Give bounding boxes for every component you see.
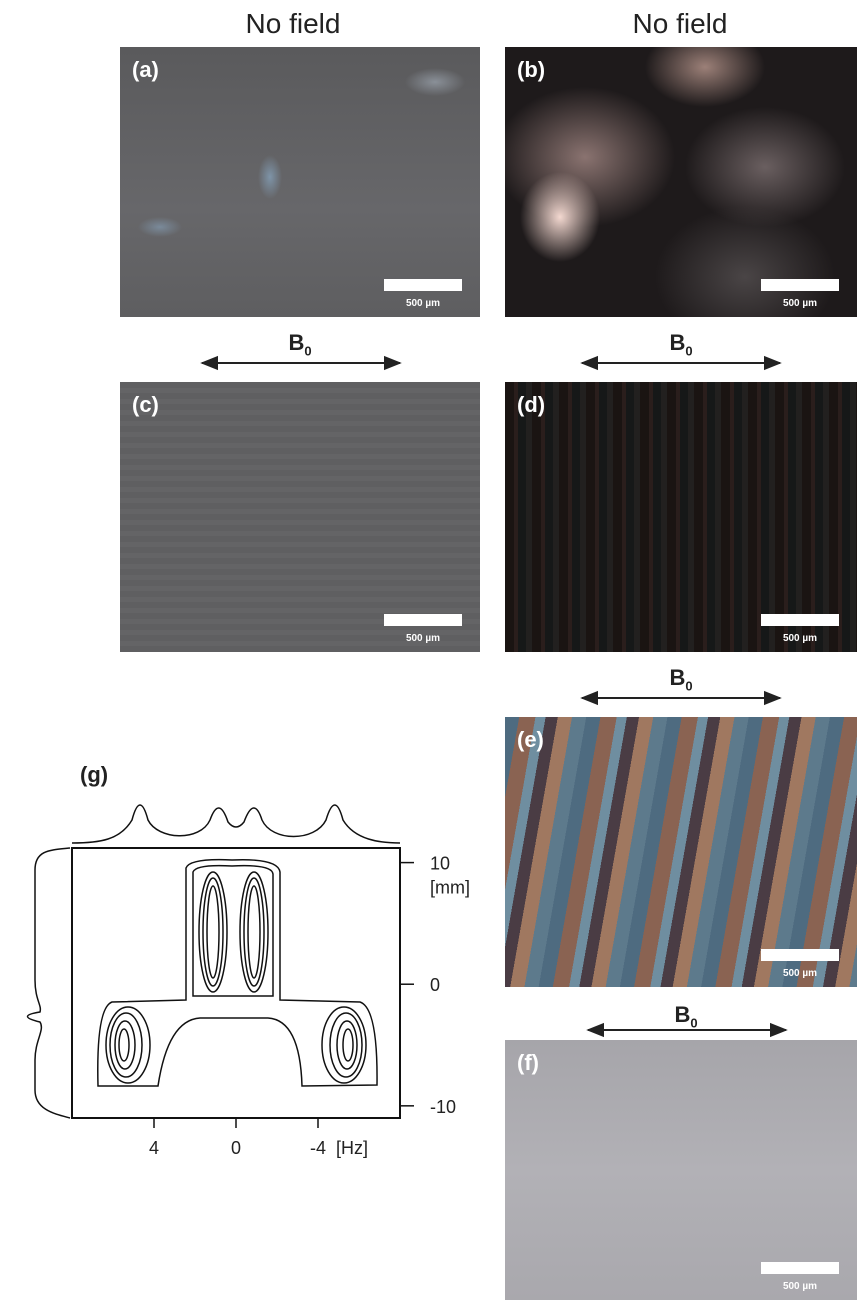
field-label: B0 (641, 330, 721, 358)
panel-label: (c) (132, 392, 159, 418)
panel-label: (b) (517, 57, 545, 83)
panel-label: (e) (517, 727, 544, 753)
projection-trace (72, 805, 400, 843)
column-header: No field (530, 8, 830, 40)
micrograph: (e) 500 µm (505, 717, 857, 987)
figure: No field No field (a) 500 µm (b) 500 µm (c… (0, 0, 857, 1307)
y-tick-label: 10 (430, 854, 450, 874)
panel-label: (f) (517, 1050, 539, 1076)
scale-bar-label: 500 µm (761, 633, 839, 644)
field-label: B0 (646, 1002, 726, 1030)
scale-bar (761, 614, 839, 626)
scale-bar-label: 500 µm (761, 968, 839, 979)
y-tick-label: -10 (430, 1097, 456, 1117)
micrograph: (b) 500 µm (505, 47, 857, 317)
plot-frame (72, 848, 400, 1118)
micrograph: (f) 500 µm (505, 1040, 857, 1300)
scale-bar (761, 279, 839, 291)
scale-bar-label: 500 µm (761, 1281, 839, 1292)
field-label: B0 (260, 330, 340, 358)
scale-bar (384, 279, 462, 291)
scale-bar-label: 500 µm (384, 633, 462, 644)
panel-label: (g) (80, 762, 108, 787)
x-tick-label: 0 (231, 1138, 241, 1158)
column-header: No field (143, 8, 443, 40)
projection-trace (28, 848, 71, 1118)
panel-label: (d) (517, 392, 545, 418)
scale-bar (384, 614, 462, 626)
scale-bar-label: 500 µm (384, 298, 462, 309)
micrograph: (d) 500 µm (505, 382, 857, 652)
field-label: B0 (641, 665, 721, 693)
x-tick-label: 4 (149, 1138, 159, 1158)
contours (98, 860, 377, 1086)
scale-bar (761, 1262, 839, 1274)
y-tick-label: 0 (430, 975, 440, 995)
x-unit: [Hz] (336, 1138, 368, 1158)
micrograph: (c) 500 µm (120, 382, 480, 652)
x-tick-label: -4 (310, 1138, 326, 1158)
scale-bar-label: 500 µm (761, 298, 839, 309)
micrograph: (a) 500 µm (120, 47, 480, 317)
scale-bar (761, 949, 839, 961)
panel-label: (a) (132, 57, 159, 83)
y-unit: [mm] (430, 878, 470, 898)
